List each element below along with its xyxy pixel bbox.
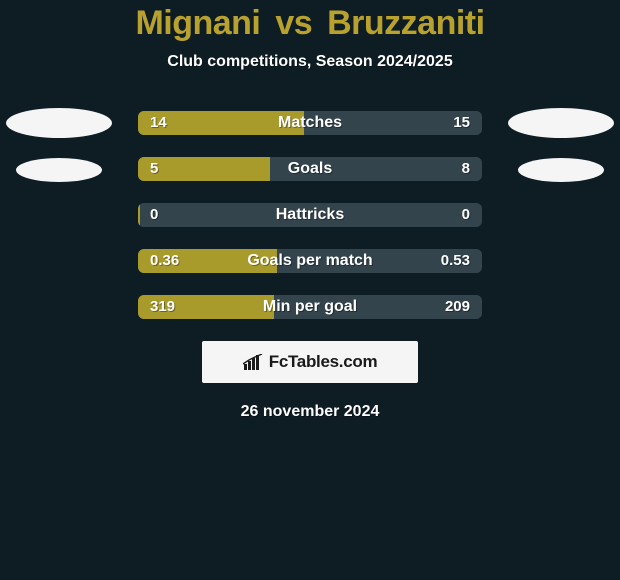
bar-chart-icon — [243, 354, 263, 370]
subtitle: Club competitions, Season 2024/2025 — [0, 53, 620, 71]
comparison-row: Goals58 — [0, 157, 620, 183]
logo-text: FcTables.com — [269, 352, 378, 372]
date-label: 26 november 2024 — [0, 403, 620, 421]
comparison-row: Hattricks00 — [0, 203, 620, 229]
comparison-row: Matches1415 — [0, 111, 620, 137]
value-left: 5 — [150, 157, 158, 181]
avatar-placeholder-left — [6, 108, 112, 138]
bar-track — [138, 203, 482, 227]
logo-text-prefix: Fc — [269, 352, 288, 371]
title-vs: vs — [275, 4, 312, 42]
value-left: 0.36 — [150, 249, 179, 273]
bar-track — [138, 111, 482, 135]
value-left: 319 — [150, 295, 175, 319]
value-right: 15 — [453, 111, 470, 135]
page: Mignani vs Bruzzaniti Club competitions,… — [0, 0, 620, 580]
bar-track — [138, 249, 482, 273]
value-right: 0 — [462, 203, 470, 227]
comparison-rows: Matches1415Goals58Hattricks00Goals per m… — [0, 111, 620, 321]
avatar-placeholder-right — [518, 158, 604, 182]
content-panel: Mignani vs Bruzzaniti Club competitions,… — [0, 0, 620, 440]
comparison-row: Goals per match0.360.53 — [0, 249, 620, 275]
value-right: 0.53 — [441, 249, 470, 273]
title-player2: Bruzzaniti — [327, 4, 484, 42]
title-player1: Mignani — [135, 4, 260, 42]
value-left: 14 — [150, 111, 167, 135]
bar-track — [138, 157, 482, 181]
page-title: Mignani vs Bruzzaniti — [0, 4, 620, 43]
logo-text-rest: Tables.com — [288, 352, 377, 371]
comparison-row: Min per goal319209 — [0, 295, 620, 321]
bar-segment-right — [140, 203, 482, 227]
value-right: 209 — [445, 295, 470, 319]
value-right: 8 — [462, 157, 470, 181]
avatar-placeholder-left — [16, 158, 102, 182]
avatar-placeholder-right — [508, 108, 614, 138]
bar-track — [138, 295, 482, 319]
logo-box[interactable]: FcTables.com — [202, 341, 418, 383]
value-left: 0 — [150, 203, 158, 227]
bar-segment-right — [270, 157, 482, 181]
